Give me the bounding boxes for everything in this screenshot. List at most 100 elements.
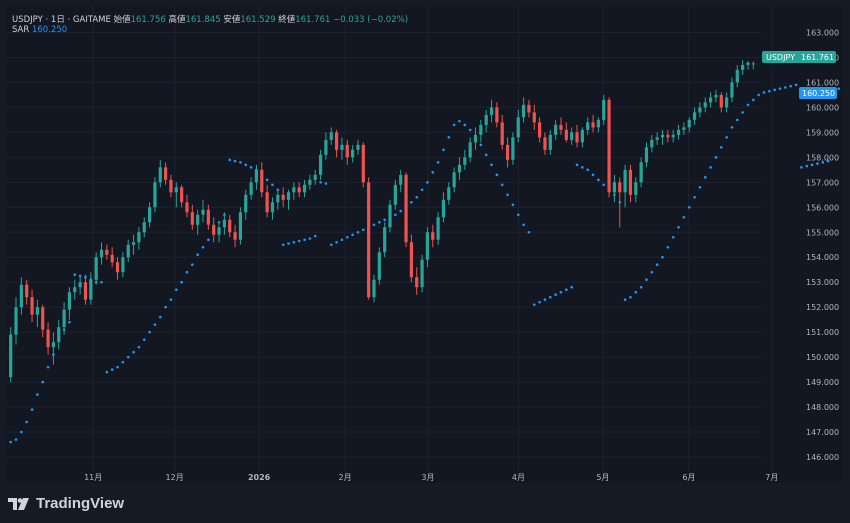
sar-dot: [436, 161, 440, 164]
candle-body: [270, 202, 275, 213]
candle-body: [500, 122, 504, 145]
sar-dot: [757, 93, 760, 97]
candle-body: [340, 144, 344, 150]
candle-body: [73, 287, 77, 293]
sar-dot: [30, 408, 34, 411]
candle-body: [682, 127, 686, 130]
price-tag-symbol: USDJPY: [766, 53, 795, 62]
x-tick-label: 7月: [765, 473, 778, 482]
sar-dot: [736, 118, 739, 122]
sar-dot: [25, 420, 29, 424]
price-tag-value: 161.761: [801, 53, 834, 62]
sar-label: SAR: [12, 25, 30, 35]
sar-dot: [394, 213, 397, 217]
candle-body: [393, 184, 397, 205]
candle-body: [409, 242, 413, 278]
sar-dot: [671, 235, 675, 239]
y-axis[interactable]: 146.000 147.000 148.000 149.000 150.000 151.0…: [806, 28, 839, 462]
sar-dot: [789, 84, 793, 88]
candle-body: [618, 182, 622, 193]
sar-dot: [116, 365, 119, 369]
high-value: 161.845: [185, 15, 221, 25]
sar-dot: [68, 320, 71, 324]
candle-body: [698, 107, 702, 113]
y-tick-label: 159.000: [806, 128, 839, 137]
sar-dot: [709, 166, 712, 169]
chart-panel[interactable]: 146.000 147.000 148.000 149.000 150.000 151.0…: [6, 6, 843, 483]
y-tick-label: 161.000: [806, 78, 839, 87]
sar-dot: [746, 103, 750, 107]
candle-body: [94, 257, 98, 280]
candle-body: [105, 249, 109, 255]
sar-dot: [826, 159, 830, 163]
sar-dot: [794, 83, 798, 87]
candle-body: [292, 187, 296, 193]
candle-body: [703, 102, 707, 108]
candle-body: [110, 254, 114, 263]
sar-dot: [335, 240, 338, 244]
candle-body: [383, 227, 387, 253]
candle-body: [244, 194, 248, 213]
sar-dot: [228, 158, 232, 162]
sar-dot: [538, 300, 541, 304]
sar-dot: [591, 173, 595, 177]
candle-body: [639, 162, 643, 183]
tradingview-wordmark: TradingView: [36, 495, 125, 512]
candle-body: [521, 104, 526, 118]
candle-body: [51, 342, 56, 348]
y-tick-label: 151.000: [806, 328, 839, 337]
candle-body: [725, 97, 729, 108]
close-value: 161.761: [295, 15, 331, 25]
candle-body: [89, 279, 93, 300]
sar-legend[interactable]: SAR 160.250: [12, 25, 67, 35]
sar-dot: [816, 162, 819, 165]
symbol-label[interactable]: USDJPY · 1日 · GAITAME: [12, 15, 111, 25]
candle-body: [570, 132, 574, 140]
sar-dot: [800, 166, 803, 169]
sar-tag-value: 160.250: [802, 89, 835, 98]
sar-dot: [458, 119, 461, 123]
y-tick-label: 157.000: [806, 178, 839, 187]
candle-body: [212, 224, 216, 235]
change-value: −0.033 (−0.02%): [333, 15, 409, 25]
candle-body: [260, 169, 264, 193]
tradingview-logo[interactable]: TradingView: [8, 495, 124, 512]
price-chart[interactable]: 146.000 147.000 148.000 149.000 150.000 151.0…: [6, 6, 843, 483]
candle-body: [527, 104, 531, 113]
sar-dot: [201, 245, 205, 249]
grid: [6, 6, 773, 472]
candle-body: [57, 327, 61, 343]
candle-body: [329, 132, 333, 140]
sar-dot: [41, 380, 45, 384]
sar-dot: [565, 288, 568, 291]
sar-dot: [511, 203, 515, 207]
candle-body: [308, 179, 312, 185]
sar-dot: [292, 240, 296, 244]
candle-body: [233, 232, 237, 240]
sar-dot: [249, 166, 253, 169]
sar-dot: [142, 338, 146, 341]
open-value: 161.756: [130, 15, 166, 25]
candle-body: [452, 172, 456, 188]
sar-dot: [655, 263, 659, 267]
candle-body: [185, 202, 189, 213]
sar-dot: [768, 89, 771, 93]
candle-body: [559, 124, 563, 130]
candle-body: [46, 329, 50, 348]
chart-legend: USDJPY · 1日 · GAITAME 始値161.756 高値161.84…: [12, 13, 408, 25]
sar-dot: [324, 182, 328, 185]
x-axis[interactable]: 11月 12月 2026 2月 3月 4月 5月 6月 7月: [84, 473, 778, 482]
sar-dot: [265, 178, 269, 182]
close-label: 終値: [278, 15, 296, 25]
x-tick-label: 5月: [596, 473, 609, 482]
candle-body: [35, 307, 39, 315]
sar-dot: [484, 153, 488, 157]
candle-body: [25, 284, 29, 298]
sar-dot: [762, 91, 766, 94]
candle-body: [511, 137, 515, 160]
y-tick-label: 160.000: [806, 103, 839, 112]
sar-dot: [426, 181, 429, 184]
candle-body: [730, 82, 734, 98]
sar-dot: [730, 126, 734, 129]
sar-dot: [693, 195, 696, 199]
